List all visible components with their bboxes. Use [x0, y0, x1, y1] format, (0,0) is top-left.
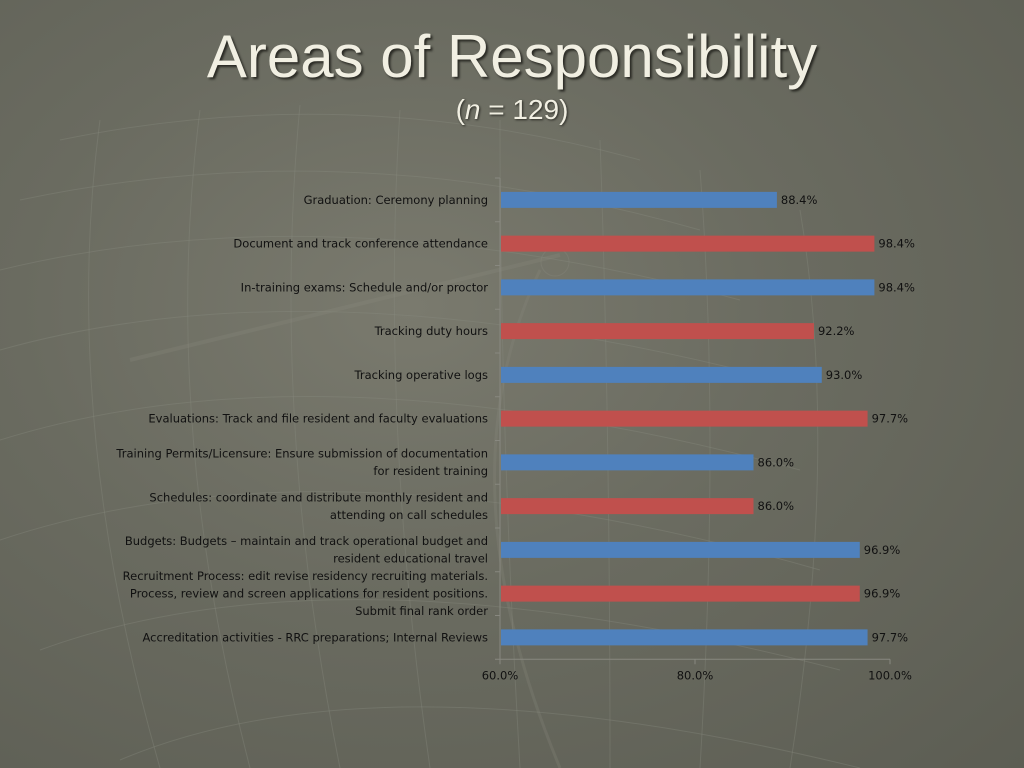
bar-value-label: 98.4%	[878, 280, 915, 294]
bar-value-label: 97.7%	[872, 412, 909, 426]
category-label: Tracking operative logs	[354, 368, 488, 382]
category-label: Schedules: coordinate and distribute mon…	[149, 490, 488, 504]
category-label: Accreditation activities - RRC preparati…	[142, 630, 488, 644]
category-label: Training Permits/Licensure: Ensure submi…	[115, 447, 488, 461]
category-label: Recruitment Process: edit revise residen…	[123, 569, 488, 583]
x-tick-label: 60.0%	[482, 668, 519, 682]
bar-value-label: 86.0%	[758, 455, 795, 469]
category-label: resident educational travel	[333, 552, 488, 566]
bar-value-label: 96.9%	[864, 587, 901, 601]
bar	[501, 191, 777, 208]
category-label: Budgets: Budgets – maintain and track op…	[125, 534, 488, 548]
bar-value-label: 88.4%	[781, 193, 818, 207]
bar-value-label: 97.7%	[872, 630, 909, 644]
bar	[501, 629, 868, 646]
category-label: In-training exams: Schedule and/or proct…	[241, 280, 489, 294]
bar-value-label: 96.9%	[864, 543, 901, 557]
slide-subtitle: (n = 129)	[0, 94, 1024, 126]
category-label: attending on call schedules	[330, 508, 488, 522]
category-label: Submit final rank order	[355, 604, 488, 618]
subtitle-n: n	[464, 94, 481, 125]
bar	[501, 541, 860, 558]
bar	[501, 366, 822, 383]
bar	[501, 498, 754, 515]
bar-value-label: 98.4%	[878, 237, 915, 251]
x-tick-label: 80.0%	[677, 668, 714, 682]
slide-title: Areas of Responsibility	[206, 23, 818, 90]
category-label: Document and track conference attendance	[233, 237, 488, 251]
category-label: for resident training	[373, 464, 488, 478]
category-label: Process, review and screen applications …	[130, 587, 488, 601]
category-label: Evaluations: Track and file resident and…	[148, 412, 488, 426]
subtitle-open-paren: (	[455, 94, 465, 125]
bar	[501, 410, 868, 427]
bar	[501, 454, 754, 471]
category-label: Tracking duty hours	[374, 324, 488, 338]
bar-value-label: 92.2%	[818, 324, 855, 338]
bar	[501, 279, 875, 296]
bar	[501, 585, 860, 602]
bar	[501, 235, 875, 252]
bar-value-label: 93.0%	[826, 368, 863, 382]
subtitle-sample-size: = 129)	[480, 94, 569, 125]
category-label: Graduation: Ceremony planning	[304, 193, 488, 207]
bar	[501, 323, 814, 340]
bar-value-label: 86.0%	[758, 499, 795, 513]
x-tick-label: 100.0%	[868, 668, 912, 682]
